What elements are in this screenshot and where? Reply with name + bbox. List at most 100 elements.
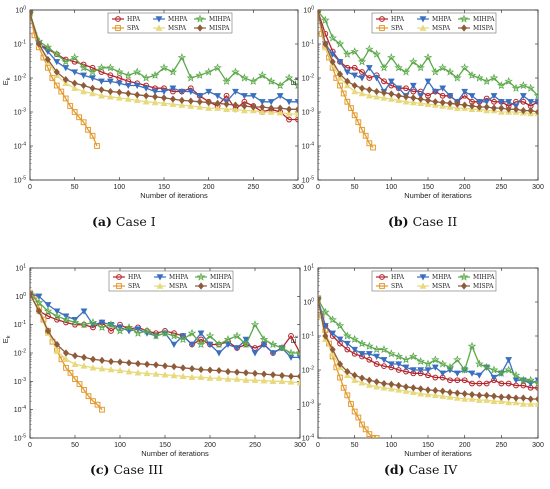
chart-a-series-mispa-point: [259, 103, 266, 111]
chart-d-series-mispa-point: [461, 390, 468, 398]
chart-d-series-mispa-point: [498, 393, 505, 401]
chart-a-series-mispa-point: [268, 104, 275, 112]
chart-b-series-mispa-point: [527, 107, 534, 115]
chart-c-series-spa-point: [58, 356, 65, 363]
chart-d-series-mhpa-point: [439, 370, 447, 377]
chart-a-series-hpa-point: [295, 116, 298, 123]
chart-a-series-mspa-point: [241, 107, 248, 114]
chart-d-series-mihpa-point: [526, 375, 535, 384]
chart-b-xtick-label: 100: [385, 184, 397, 191]
chart-b-series-mhpa-point: [365, 65, 373, 72]
chart-b-series-mispa-point: [512, 105, 520, 113]
chart-d-series-spa-point: [344, 392, 351, 399]
chart-a-series-mspa-point: [80, 88, 87, 95]
chart-b-series-hpa-point: [381, 78, 387, 85]
chart-b-legend-label-mspa: MSPA: [432, 25, 451, 32]
chart-c-legend-marker-hpa: [116, 274, 122, 280]
chart-d-series-mihpa-point: [387, 349, 396, 358]
chart-c-series-mspa-point: [53, 347, 61, 354]
chart-d-xtick-label: 0: [316, 442, 320, 449]
chart-d-series-mspa-point: [505, 399, 513, 406]
chart-b-series-mspa-point: [380, 94, 388, 101]
chart-b-series-mihpa-point: [387, 53, 396, 62]
chart-d-legend-label-mhpa: MHPA: [432, 274, 452, 281]
chart-a-series-mispa-point: [232, 101, 239, 109]
chart-b-series-mhpa-point: [409, 82, 417, 90]
chart-b-ytick-label: 10-4: [302, 142, 314, 151]
chart-a-series-mihpa-point: [275, 81, 285, 90]
chart-a: 0 50 100 150 200 250 300 10-5 10-4 10-3 10-2 10-1 10…: [1, 6, 304, 201]
chart-c-legend-label-mspa: MSPA: [169, 283, 188, 290]
chart-d-series-mhpa-point: [512, 377, 520, 384]
chart-d-series-mspa-point: [395, 386, 403, 393]
chart-d-series-mhpa-point: [431, 364, 439, 371]
chart-a-legend: HPA MHPA MIHPA SPA MSPA MISPA: [107, 12, 233, 34]
chart-b-series-spa-point: [340, 90, 347, 97]
chart-c-series-spa-point: [67, 369, 74, 376]
chart-c-series-mihpa-point: [259, 335, 269, 344]
chart-d-series-spa-point: [348, 401, 354, 407]
chart-c-legend-marker-mihpa: [196, 272, 206, 281]
chart-d-series-mispa-point: [527, 395, 534, 403]
chart-b-series-mispa-point: [505, 105, 512, 113]
chart-d-series-mihpa-line: [318, 298, 538, 385]
chart-c-series-mispa-point: [197, 365, 205, 374]
chart-a-series-mispa-point: [35, 40, 42, 48]
chart-c-series-mihpa-point: [52, 311, 62, 320]
chart-c-series-mihpa-point: [43, 306, 53, 315]
chart-c-series-mspa-point: [197, 373, 205, 380]
chart-a-series-mhpa-point: [258, 99, 266, 106]
chart-c-series-mispa-point: [116, 358, 124, 366]
chart-d-series-mhpa-point: [395, 361, 403, 368]
chart-d-series-mhpa-point: [329, 330, 337, 337]
chart-c-series-mispa-point: [107, 357, 115, 366]
chart-d-series-hpa-point: [454, 377, 461, 384]
chart-c-series-spa-point: [76, 381, 83, 387]
chart-d-legend-marker-mspa: [419, 282, 427, 289]
chart-a-series-mihpa-point: [213, 63, 222, 72]
chart-d-series-mihpa-point: [394, 351, 403, 361]
chart-d-series-mspa-point: [453, 394, 461, 401]
chart-b-series-mihpa-point: [431, 67, 440, 76]
chart-c-series-mihpa-point: [106, 320, 116, 329]
chart-d-series-mhpa-point: [387, 361, 395, 368]
chart-a-series-mhpa-point: [62, 65, 70, 72]
chart-d-series-mispa-point: [424, 386, 432, 394]
chart-d-legend: HPA MHPA MIHPA SPA MSPA MISPA: [371, 270, 497, 292]
chart-b-series-mihpa-point: [335, 39, 345, 48]
chart-a-ytick-label: 10-4: [14, 142, 26, 151]
chart-c-frame: [29, 267, 301, 439]
chart-c-series-mspa-point: [116, 367, 124, 374]
chart-b-series-mispa-point: [439, 98, 446, 107]
chart-c-series-mhpa-point: [98, 319, 106, 326]
chart-d-xtick-label: 300: [532, 442, 544, 449]
chart-b-series-mihpa-point: [409, 57, 418, 66]
chart-b-series-mispa-point: [534, 108, 538, 116]
chart-a-series-mispa-point: [116, 88, 123, 96]
chart-c-series-mispa-point: [260, 370, 268, 378]
chart-a-series-mspa-point: [187, 102, 195, 109]
chart-a-series-mihpa-point: [43, 42, 53, 51]
chart-a-series-mhpa-point: [133, 82, 141, 90]
chart-a-series-mispa-point: [71, 79, 78, 87]
chart-a-series-mispa-point: [294, 105, 298, 113]
chart-c-series-mhpa-point: [242, 336, 250, 343]
chart-c-ylabel: Ek: [1, 335, 12, 343]
chart-a-series-mihpa-point: [30, 10, 35, 17]
chart-d-ytick-label: 10-3: [302, 400, 314, 409]
caption-d-text: Case IV: [408, 462, 458, 477]
chart-a-series-mhpa-point: [187, 88, 195, 96]
chart-a-series-mhpa-point: [178, 88, 186, 96]
chart-a-series-mispa-point: [80, 81, 87, 90]
chart-a-series-mihpa-point: [106, 63, 115, 72]
chart-b-xtick-label: 300: [532, 184, 544, 191]
chart-b-series-mihpa-point: [401, 67, 411, 76]
chart-d-series-mihpa-point: [321, 307, 330, 316]
chart-c-series-mihpa-point: [241, 339, 251, 349]
chart-c-ytick-label: 10-4: [14, 405, 26, 414]
chart-c-series-mispa-point: [98, 356, 106, 364]
chart-c-series-mihpa-point: [151, 331, 161, 340]
chart-c-xtick-label: 250: [249, 442, 261, 449]
chart-b-series-mispa-point: [446, 99, 454, 107]
chart-c: 0 50 100 150 200 250 300 10-5 10-4 10-3 10-2 10-1 10…: [1, 264, 306, 459]
